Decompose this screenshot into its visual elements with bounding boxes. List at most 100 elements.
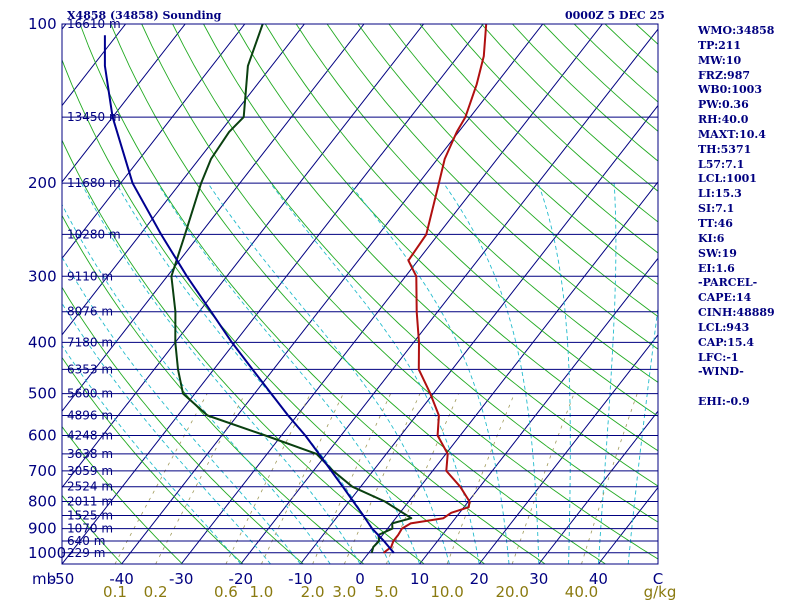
mixing-ratio-line [225,393,311,564]
series-parcel [103,35,395,554]
isotherm [359,181,658,564]
pressure-tick-label: 900 [28,520,57,538]
temperature-tick-label: 10 [410,570,429,588]
isotherm [300,104,658,564]
mixing-ratio-label: 20.0 [496,583,529,600]
index-item: RH:40.0 [698,113,749,127]
index-item: MAXT:10.4 [698,127,766,141]
index-item: TT:46 [698,216,733,230]
height-label: 3638 m [67,447,113,461]
dry-adiabat [62,356,244,564]
pressure-unit-label: mb [32,570,56,588]
temperature-tick-label: -30 [169,570,194,588]
plot-frame [61,23,659,565]
height-label: 16610 m [67,17,121,31]
index-item: CAPE:14 [698,291,752,305]
mixing-ratio-line [261,393,344,564]
moist-adiabat [81,182,361,564]
height-label: 5600 m [67,387,113,401]
height-label: 9110 m [67,269,113,283]
mixing-ratio-label: 2.0 [301,583,325,600]
isotherm [62,24,186,183]
index-item: CINH:48889 [698,306,775,320]
dry-adiabat [79,24,546,564]
dry-adiabat [141,24,658,560]
dry-adiabat [110,24,606,564]
height-label: 6353 m [67,362,113,376]
isotherm [180,24,603,564]
index-item: EI:1.6 [698,261,735,275]
isotherm [62,24,424,489]
moist-adiabat [157,182,421,564]
index-item: SI:7.1 [698,202,735,216]
mixing-ratio-label: 0.1 [103,583,127,600]
mixing-ratio-line [581,393,638,564]
pressure-tick-label: 700 [28,462,57,480]
mixing-ratio-label: 0.2 [144,583,168,600]
moist-adiabat [62,302,271,564]
background-lines [0,24,800,564]
height-label: 4248 m [67,428,113,442]
isotherm [538,410,658,564]
temperature-tick-label: 40 [589,570,608,588]
mixing-ratio-label: 40.0 [565,583,598,600]
dry-adiabat [172,24,658,523]
dry-adiabat [357,24,658,318]
isotherm [62,24,67,30]
moist-adiabat [627,303,658,564]
index-item: EHI:-0.9 [698,395,750,409]
pressure-tick-label: 600 [28,426,57,444]
mixing-ratio-label: 3.0 [332,583,356,600]
mixing-ratio-label: 0.6 [214,583,238,600]
mixing-ratio-label: 5.0 [374,583,398,600]
isotherm [240,28,658,564]
index-item: SW:19 [698,246,737,260]
index-item: WB0:1003 [698,83,762,97]
pressure-tick-label: 1000 [28,544,66,562]
index-item: CAP:15.4 [698,335,755,349]
mixing-ratio-line [446,393,515,564]
height-label: 3059 m [67,464,113,478]
dry-adiabat [791,24,800,564]
index-item: WMO:34858 [698,24,775,37]
pressure-tick-label: 100 [28,15,57,33]
dry-adiabat [326,24,658,350]
index-item: -WIND- [698,365,744,379]
sounding-title: X4858 (34858) Sounding [67,9,222,22]
dry-adiabat [203,24,658,487]
index-item: FRZ:987 [698,68,751,82]
index-item: PW:0.36 [698,98,749,112]
dry-adiabat [419,24,658,254]
isotherm [478,333,658,564]
dry-adiabat [62,139,425,564]
pressure-tick-label: 500 [28,385,57,403]
dry-adiabat [62,214,365,564]
index-item: LFC:-1 [698,350,739,364]
pressure-tick-label: 200 [28,174,57,192]
index-item [698,380,775,395]
dry-adiabat [234,24,658,452]
dry-adiabat [62,286,304,564]
height-label: 2524 m [67,480,113,494]
profile-lines [103,24,488,554]
height-label: 1525 m [67,508,113,522]
moist-adiabat [597,183,617,564]
height-label: 1070 m [67,522,113,536]
mixing-ratio-label: 10.0 [430,583,463,600]
height-label: 229 m [67,546,105,560]
isotherm [0,24,6,564]
isotherm [62,24,305,336]
moist-adiabat [443,182,540,564]
temperature-tick-label: -10 [288,570,313,588]
isotherm [62,24,484,564]
mixing-ratio-line [343,393,421,564]
series-temperature [382,24,488,554]
index-item: KI:6 [698,231,725,245]
index-item: LCL:943 [698,320,750,334]
index-item: LI:15.3 [698,187,742,201]
index-item: LCL:1001 [698,172,757,186]
height-label: 7180 m [67,335,113,349]
index-item: L57:7.1 [698,157,745,171]
moist-adiabat [62,256,301,564]
temperature-unit-label: C [653,570,663,588]
